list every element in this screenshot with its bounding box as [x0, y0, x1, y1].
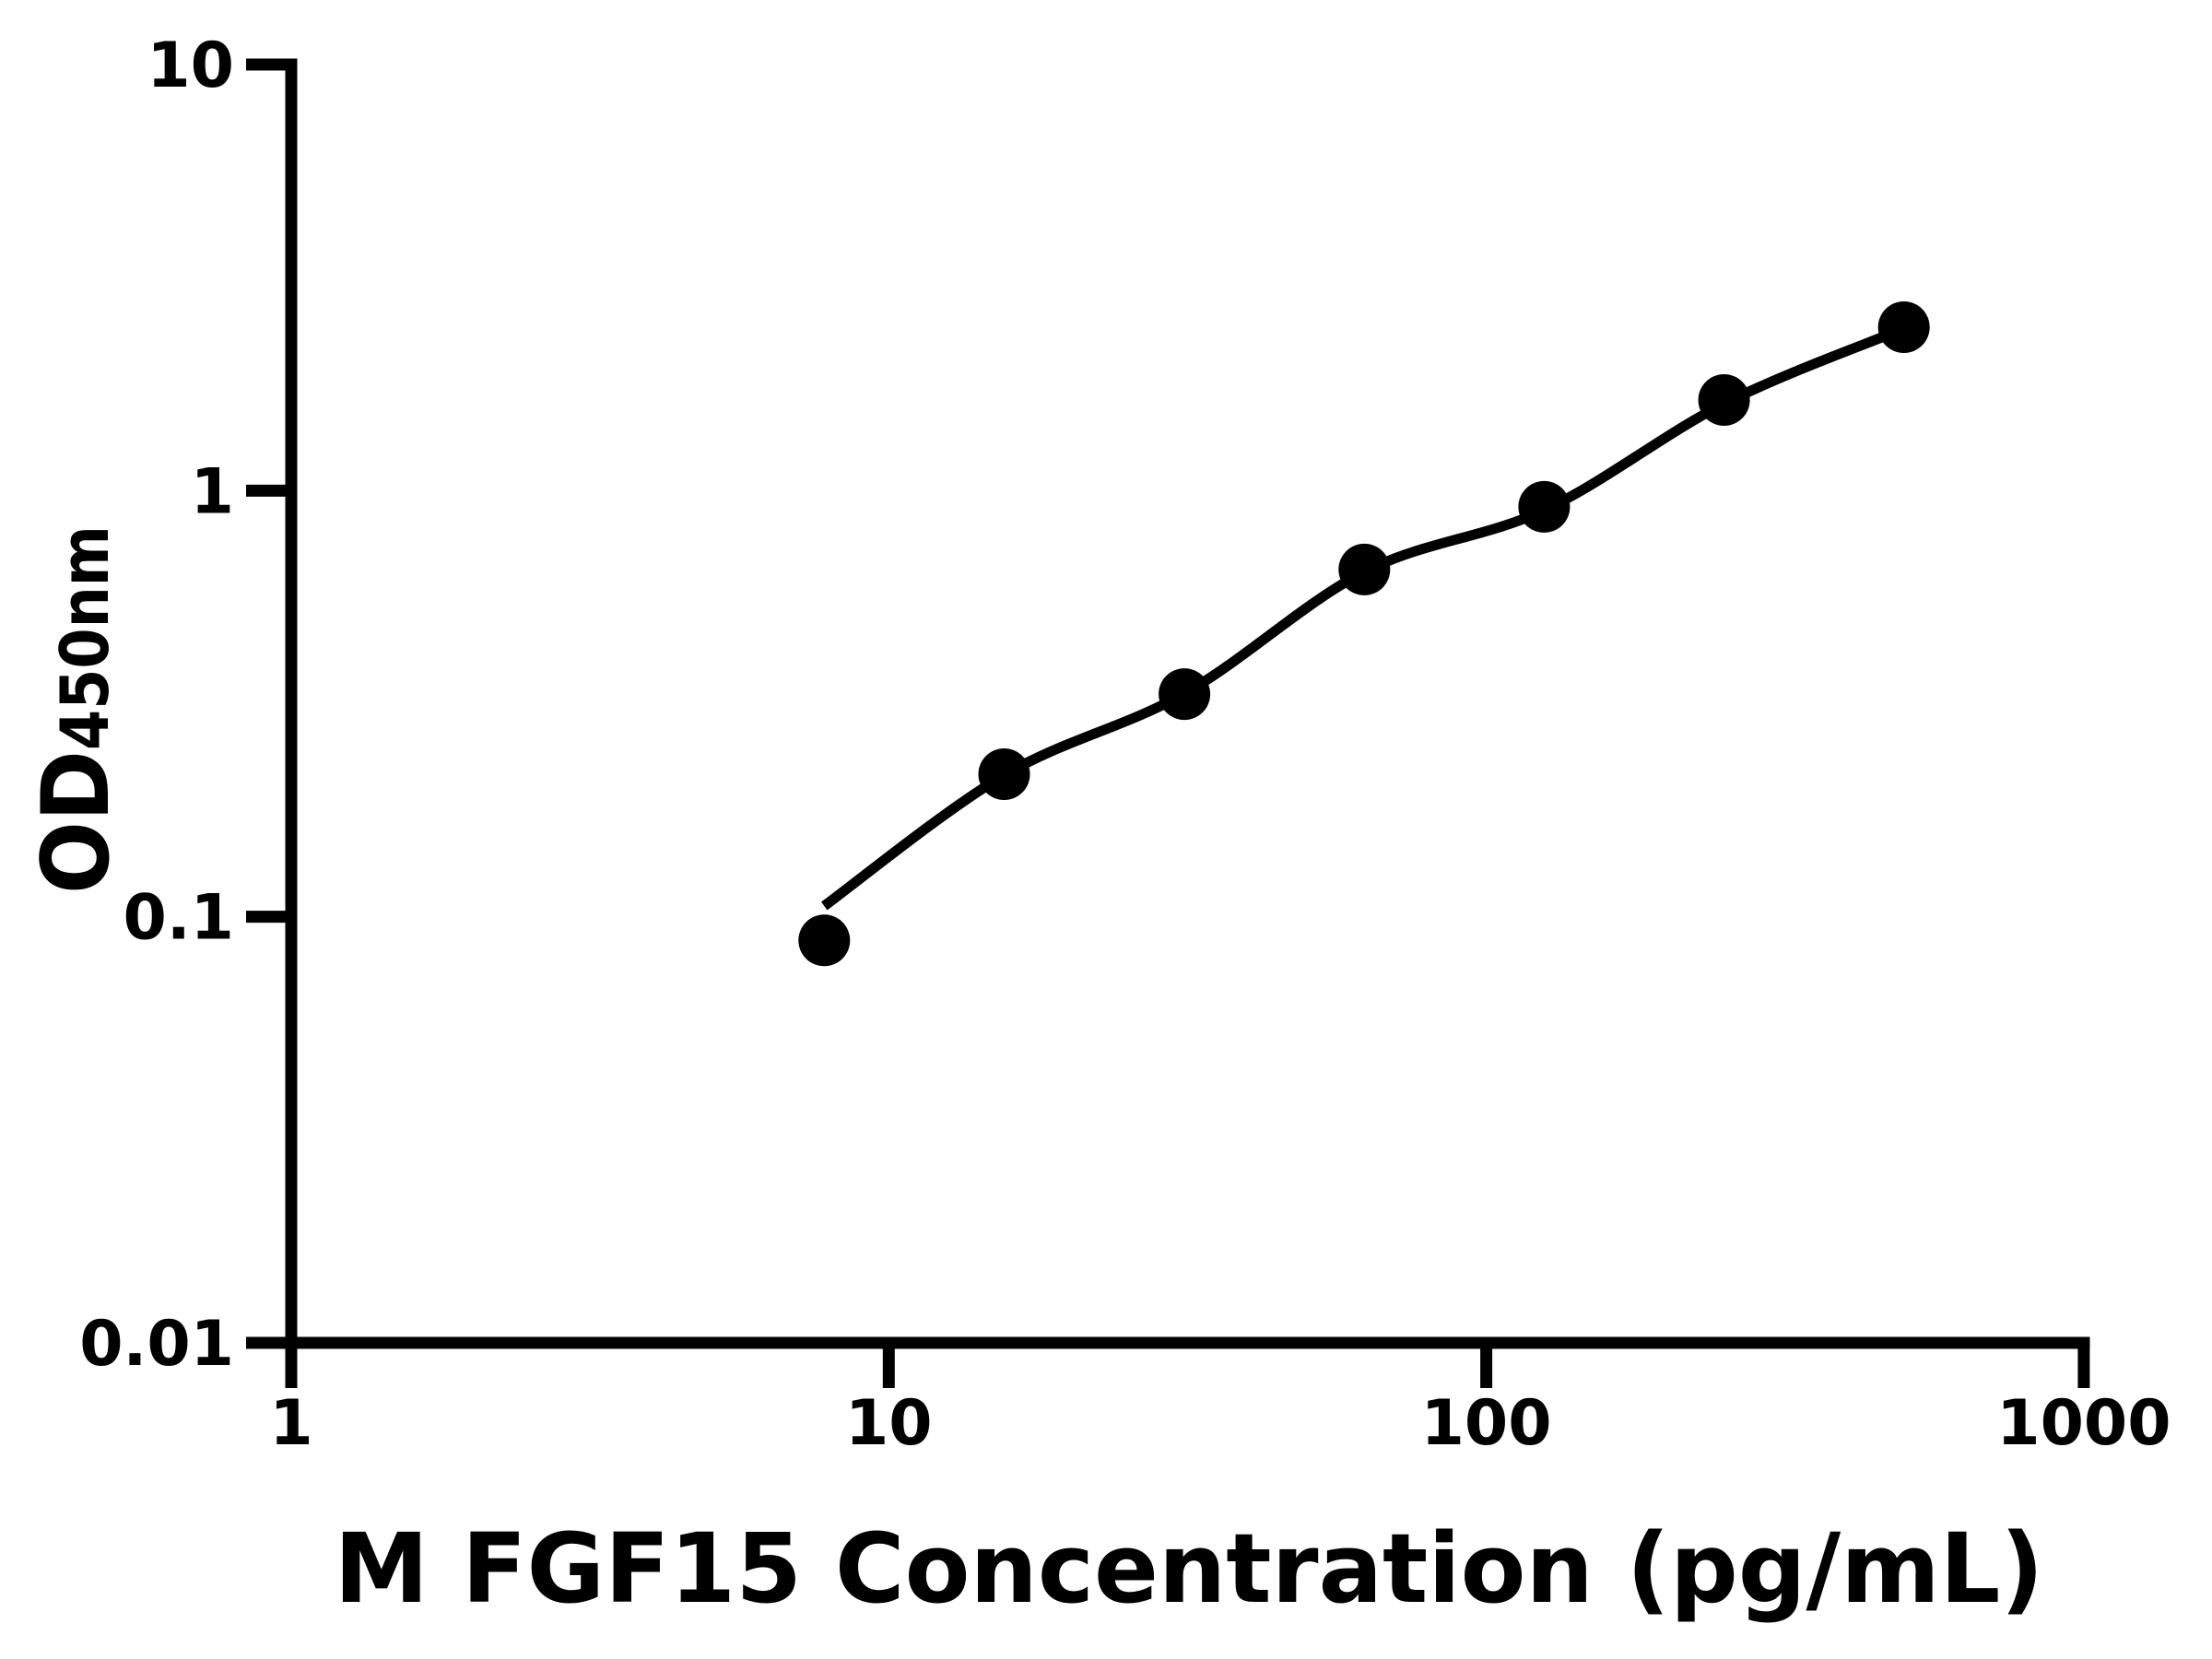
y-tick-label: 0.1 [124, 882, 234, 955]
data-point [978, 748, 1030, 800]
x-tick-group: 1 10 100 1000 [269, 1348, 2171, 1460]
data-point [1338, 543, 1391, 595]
data-point [1159, 668, 1211, 721]
y-axis-title-main: OD [21, 750, 130, 894]
x-tick-label: 1000 [1996, 1387, 2171, 1460]
y-axis-title-subscript: 450nm [46, 525, 124, 750]
data-point [1698, 374, 1750, 426]
y-tick-label: 10 [147, 29, 234, 102]
y-tick-label: 1 [191, 455, 234, 528]
data-point [1877, 301, 1930, 353]
data-point-group [798, 301, 1930, 967]
data-point [1518, 480, 1571, 533]
x-axis-title: M FGF15 Concentration (pg/mL) [335, 1512, 2044, 1625]
x-tick-label: 10 [845, 1387, 933, 1460]
data-point [798, 914, 851, 967]
y-tick-label: 0.01 [79, 1308, 234, 1381]
x-tick-label: 1 [269, 1387, 312, 1460]
x-tick-label: 100 [1421, 1387, 1552, 1460]
y-axis-title: OD450nm [21, 525, 130, 894]
y-tick-group: 10 1 0.1 0.01 [79, 29, 286, 1381]
